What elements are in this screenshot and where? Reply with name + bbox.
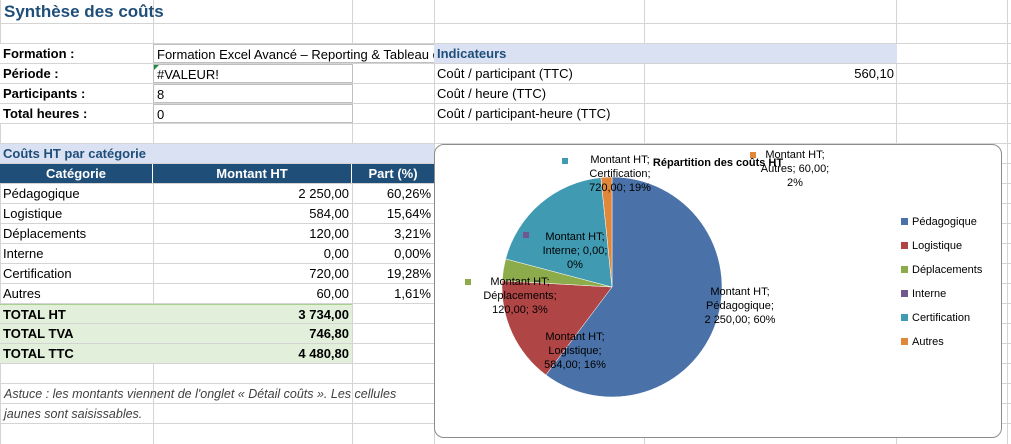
label-marker: [523, 232, 529, 238]
row-montant[interactable]: 120,00: [309, 226, 349, 241]
row-part[interactable]: 15,64%: [386, 206, 431, 221]
legend-entry[interactable]: Déplacements: [912, 264, 983, 276]
couts-section-title: Coûts HT par catégorie: [0, 144, 434, 163]
legend-entry[interactable]: Interne: [912, 288, 946, 300]
total-ht-value[interactable]: 3 734,00: [153, 304, 352, 323]
pie-slice-autres[interactable]: [600, 176, 613, 288]
indicateur-value[interactable]: [644, 104, 897, 123]
pie-slice-pedagogique[interactable]: [545, 176, 723, 398]
legend-entry[interactable]: Autres: [912, 336, 944, 348]
indicateur-label: Coût / participant (TTC): [437, 66, 573, 81]
participants-label: Participants :: [0, 84, 153, 103]
row-part[interactable]: 3,21%: [394, 226, 431, 241]
row-categorie[interactable]: Certification: [3, 266, 72, 281]
data-label: Montant HT; Logistique; 584,00; 16%: [544, 331, 606, 371]
total-tva-value[interactable]: 746,80: [153, 324, 352, 343]
row-part[interactable]: 1,61%: [394, 286, 431, 301]
row-montant[interactable]: 720,00: [309, 266, 349, 281]
data-label: Montant HT; Autres; 60,00; 2%: [761, 149, 830, 189]
pie-slice-logistique[interactable]: [501, 280, 613, 376]
col-header-montant[interactable]: Montant HT: [153, 164, 352, 183]
row-montant[interactable]: 2 250,00: [298, 186, 349, 201]
legend-swatch: [901, 242, 908, 249]
error-indicator-icon: [154, 65, 159, 70]
row-part[interactable]: 19,28%: [386, 266, 431, 281]
label-marker: [750, 152, 756, 158]
heures-label: Total heures :: [0, 104, 153, 123]
pie-chart[interactable]: Répartition des coûts HT Montant HT; Péda…: [434, 144, 1002, 438]
data-label: Montant HT; Certification; 720,00; 19%: [589, 154, 651, 194]
col-header-categorie[interactable]: Catégorie: [0, 164, 153, 183]
row-montant[interactable]: 60,00: [316, 286, 349, 301]
label-marker: [465, 279, 471, 285]
row-categorie[interactable]: Interne: [3, 246, 44, 261]
participants-input[interactable]: 8: [153, 84, 353, 103]
col-header-part[interactable]: Part (%): [352, 164, 434, 183]
total-tva-label: TOTAL TVA: [0, 324, 153, 343]
row-categorie[interactable]: Pédagogique: [3, 186, 80, 201]
row-montant[interactable]: 584,00: [309, 206, 349, 221]
legend-swatch: [901, 218, 908, 225]
formation-input[interactable]: Formation Excel Avancé – Reporting & Tab…: [153, 44, 435, 63]
formation-label: Formation :: [0, 44, 153, 63]
row-part[interactable]: 60,26%: [386, 186, 431, 201]
page-title: Synthèse des coûts: [4, 2, 164, 21]
periode-input[interactable]: #VALEUR!: [153, 64, 353, 83]
indicateur-label: Coût / participant-heure (TTC): [437, 106, 611, 121]
chart-title: Répartition des coûts HT: [653, 157, 783, 169]
row-categorie[interactable]: Logistique: [3, 206, 63, 221]
label-marker: [562, 158, 568, 164]
pie-chart-svg: Répartition des coûts HT Montant HT; Péda…: [465, 149, 983, 398]
heures-input[interactable]: 0: [153, 104, 353, 123]
legend-swatch: [901, 338, 908, 345]
row-part[interactable]: 0,00%: [394, 246, 431, 261]
data-label: Montant HT; Pédagogique; 2 250,00; 60%: [705, 286, 776, 326]
legend-swatch: [901, 290, 908, 297]
legend-swatch: [901, 314, 908, 321]
data-label: Montant HT; Déplacements; 120,00; 3%: [483, 276, 556, 316]
row-montant[interactable]: 0,00: [323, 246, 349, 261]
legend-entry[interactable]: Pédagogique: [912, 216, 977, 228]
indicateurs-header: Indicateurs: [434, 44, 897, 63]
legend-swatch: [901, 266, 908, 273]
periode-label: Période :: [0, 64, 153, 83]
total-ht-label: TOTAL HT: [0, 304, 153, 323]
row-categorie[interactable]: Déplacements: [3, 226, 87, 241]
indicateur-value[interactable]: 560,10: [854, 66, 894, 81]
indicateur-label: Coût / heure (TTC): [437, 86, 547, 101]
row-categorie[interactable]: Autres: [3, 286, 41, 301]
total-ttc-value[interactable]: 4 480,80: [153, 344, 352, 363]
data-label: Montant HT; Interne; 0,00; 0%: [543, 231, 608, 271]
legend-entry[interactable]: Certification: [912, 312, 970, 324]
legend-entry[interactable]: Logistique: [912, 240, 962, 252]
label-marker: [531, 331, 537, 337]
indicateur-value[interactable]: [644, 84, 897, 103]
total-ttc-label: TOTAL TTC: [0, 344, 153, 363]
astuce-note: Astuce : les montants viennent de l'ongl…: [4, 387, 397, 421]
pie-slice-certification[interactable]: [505, 177, 613, 288]
